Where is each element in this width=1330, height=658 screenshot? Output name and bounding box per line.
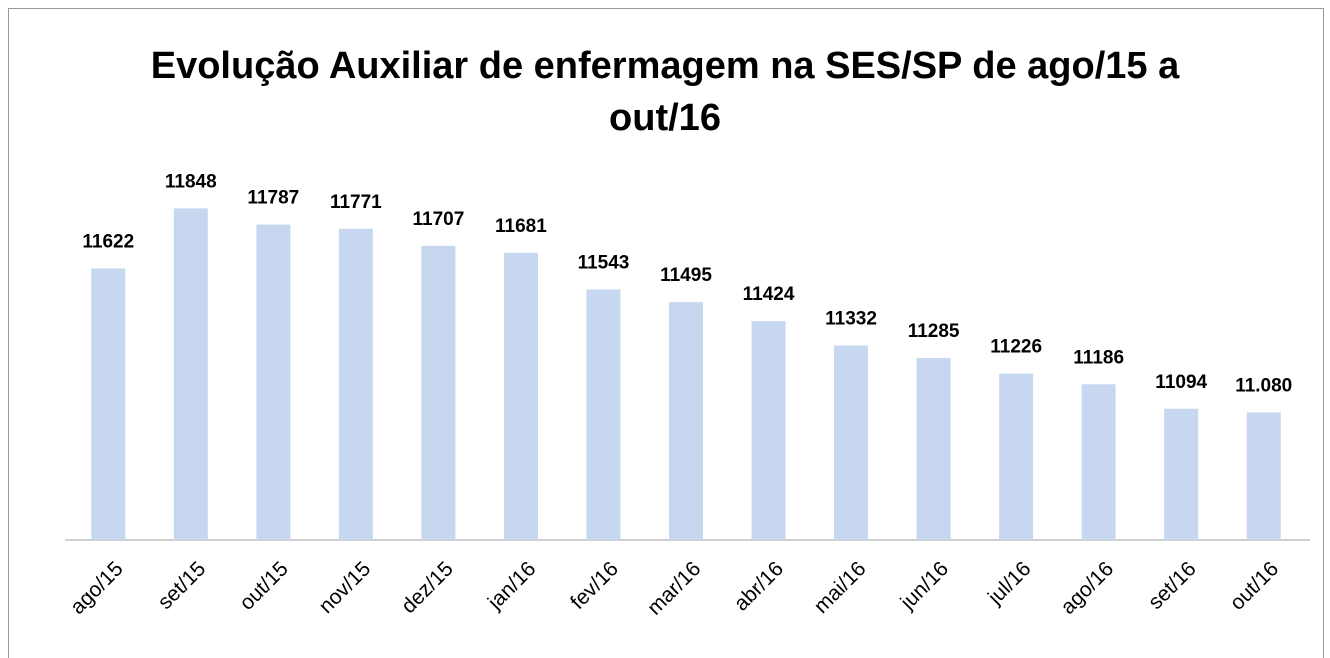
value-label: 11848 bbox=[165, 171, 217, 192]
bar bbox=[1246, 412, 1281, 540]
x-tick-label: dez/15 bbox=[397, 557, 458, 618]
bar bbox=[999, 373, 1034, 540]
value-label: 11681 bbox=[495, 216, 547, 237]
bar bbox=[751, 321, 786, 540]
x-tick-label: set/16 bbox=[1144, 557, 1201, 614]
bar bbox=[669, 302, 703, 540]
value-label: 11543 bbox=[578, 252, 630, 273]
value-label: 11495 bbox=[660, 265, 712, 286]
bar bbox=[421, 245, 456, 540]
value-label: 11332 bbox=[825, 309, 877, 330]
value-label: 11226 bbox=[990, 337, 1042, 358]
x-tick-label: out/15 bbox=[235, 557, 293, 615]
x-tick-label: ago/15 bbox=[66, 557, 128, 619]
x-tick-label: abr/16 bbox=[730, 557, 788, 615]
x-tick-label: set/15 bbox=[154, 557, 211, 614]
value-label: 11424 bbox=[743, 284, 795, 305]
value-label: 11771 bbox=[330, 192, 382, 213]
x-tick-label: jul/16 bbox=[983, 557, 1035, 609]
bar bbox=[1081, 384, 1116, 540]
value-label: 11186 bbox=[1073, 347, 1124, 368]
value-label: 11285 bbox=[908, 321, 960, 342]
x-tick-label: nov/15 bbox=[314, 557, 375, 618]
x-tick-label: mar/16 bbox=[643, 557, 705, 619]
x-tick-label: mai/16 bbox=[810, 557, 871, 618]
bar bbox=[834, 345, 869, 540]
bar bbox=[173, 208, 208, 541]
value-label: 11094 bbox=[1155, 372, 1207, 393]
bar bbox=[503, 252, 538, 540]
x-tick-label: jan/16 bbox=[483, 557, 540, 614]
bar bbox=[916, 357, 951, 540]
value-label: 11622 bbox=[82, 231, 134, 252]
chart-title: Evolução Auxiliar de enfermagem na SES/S… bbox=[150, 45, 1180, 139]
value-label: 11707 bbox=[413, 209, 465, 230]
x-tick-label: fev/16 bbox=[566, 557, 623, 614]
x-tick-label: ago/16 bbox=[1056, 557, 1118, 619]
x-tick-label: jun/16 bbox=[896, 557, 953, 614]
bar bbox=[586, 289, 621, 540]
bar bbox=[256, 224, 291, 540]
value-label: 11.080 bbox=[1235, 375, 1292, 396]
bar bbox=[1164, 408, 1199, 540]
x-tick-label: out/16 bbox=[1226, 557, 1284, 615]
bar bbox=[338, 228, 373, 540]
bar bbox=[91, 268, 126, 540]
chart-frame bbox=[8, 8, 1324, 658]
value-label: 11787 bbox=[247, 188, 299, 209]
